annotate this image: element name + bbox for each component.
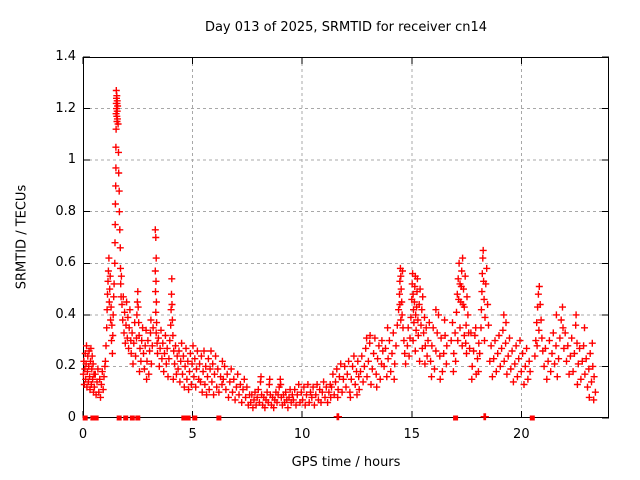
- chart-title: Day 013 of 2025, SRMTID for receiver cn1…: [204, 20, 488, 35]
- y-tick-label: 1: [67, 152, 76, 168]
- y-tick-label: 0.4: [55, 306, 76, 322]
- baseline-flag-marker: [123, 415, 129, 421]
- x-axis-label: GPS time / hours: [291, 455, 401, 470]
- x-tick-label: 5: [188, 427, 197, 442]
- y-tick-label: 1.2: [55, 100, 76, 116]
- baseline-flag-marker: [181, 415, 187, 421]
- y-tick-label: 1.4: [55, 49, 76, 64]
- baseline-flag-marker: [135, 415, 141, 421]
- y-tick-label: 0.8: [55, 203, 76, 219]
- baseline-flag-marker: [82, 415, 88, 421]
- y-tick-label: 0: [67, 410, 76, 425]
- scatter-plot-canvas: [79, 56, 609, 421]
- plot-area: [79, 56, 609, 421]
- baseline-flag-marker: [529, 415, 535, 421]
- baseline-flag-marker: [192, 415, 198, 421]
- y-tick-label: 0.2: [55, 358, 76, 374]
- baseline-flag-marker: [93, 415, 99, 421]
- baseline-flag-marker: [90, 415, 96, 421]
- x-tick-label: 15: [403, 427, 421, 442]
- baseline-flag-marker: [129, 415, 135, 421]
- baseline-flag-marker: [216, 415, 222, 421]
- x-tick-label: 20: [513, 427, 530, 442]
- y-axis-label: SRMTID / TECUs: [14, 184, 30, 290]
- y-tick-label: 0.6: [55, 255, 76, 271]
- baseline-flag-marker: [453, 415, 459, 421]
- x-tick-label: 0: [78, 427, 88, 442]
- baseline-flag-marker: [116, 415, 122, 421]
- x-tick-label: 10: [293, 427, 311, 442]
- data-point-markers: [79, 87, 599, 421]
- baseline-flag-marker: [185, 415, 191, 421]
